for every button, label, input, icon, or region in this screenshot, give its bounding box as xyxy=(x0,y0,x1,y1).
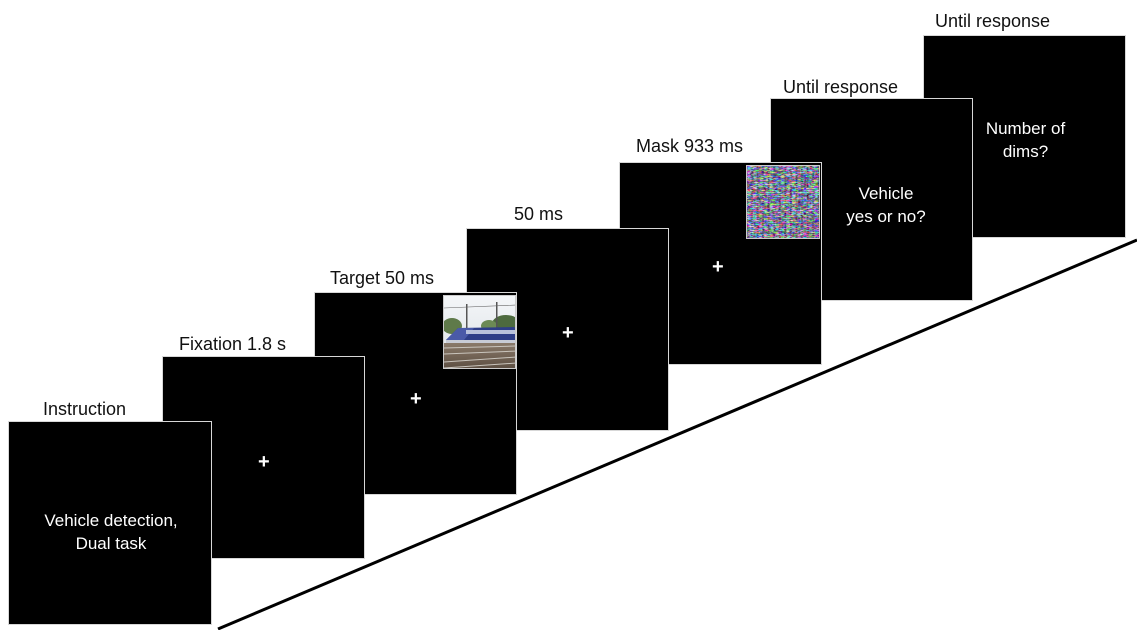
step-label-mask: Mask 933 ms xyxy=(636,136,744,156)
screen-text-line: Vehicle xyxy=(858,184,914,203)
noise-mask-image xyxy=(746,165,820,239)
fixation-cross: + xyxy=(410,388,422,410)
screen-text-line: Number of xyxy=(985,119,1066,138)
screen-text-line: Vehicle detection, xyxy=(44,511,178,530)
step-label-instruction: Instruction xyxy=(43,399,127,419)
train-photo-image xyxy=(443,295,516,369)
step-label-vehicle-response: Until response xyxy=(783,77,899,97)
screen-text-line: yes or no? xyxy=(846,206,926,226)
step-label-blank: 50 ms xyxy=(514,204,564,224)
fixation-cross: + xyxy=(258,451,270,473)
screen-instruction: Vehicle detection, Dual task xyxy=(8,421,212,625)
step-label-number-response: Until response xyxy=(935,11,1051,31)
screen-text-line: dims? xyxy=(1002,141,1049,161)
fixation-cross: + xyxy=(712,256,724,278)
step-label-target: Target 50 ms xyxy=(330,268,435,288)
screen-text-line: Dual task xyxy=(75,533,147,553)
step-label-fixation: Fixation 1.8 s xyxy=(179,334,287,354)
screen-mask: + xyxy=(619,162,822,365)
fixation-cross: + xyxy=(562,322,574,344)
